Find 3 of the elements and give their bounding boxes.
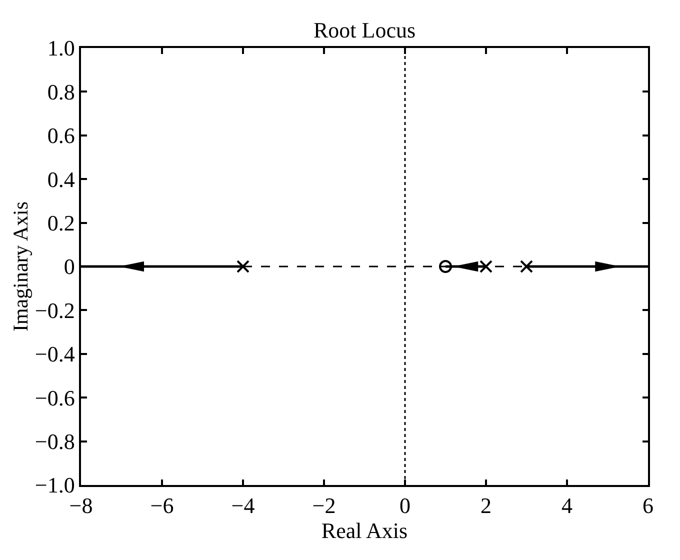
x-tick-label: 4 [562,493,572,518]
x-tick-label: 6 [642,493,654,518]
x-tick-label: 2 [480,493,492,518]
